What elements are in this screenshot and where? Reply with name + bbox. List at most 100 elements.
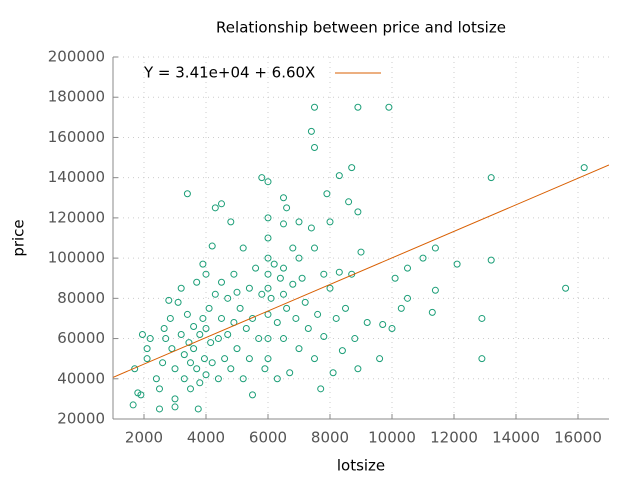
point bbox=[351, 335, 359, 343]
point bbox=[245, 284, 253, 292]
point bbox=[214, 335, 222, 343]
point bbox=[202, 325, 210, 332]
point bbox=[211, 290, 219, 298]
point bbox=[307, 224, 315, 232]
point bbox=[298, 274, 306, 282]
point bbox=[283, 304, 291, 312]
point bbox=[227, 365, 235, 373]
point bbox=[404, 264, 411, 272]
y-tick-label: 160000 bbox=[48, 128, 105, 146]
point bbox=[267, 294, 275, 302]
point bbox=[264, 270, 272, 278]
point bbox=[354, 365, 362, 373]
y-tick-label: 40000 bbox=[57, 369, 105, 387]
point bbox=[245, 355, 253, 363]
x-tick-label: 10000 bbox=[368, 429, 416, 447]
y-tick-label: 100000 bbox=[48, 249, 105, 267]
point bbox=[218, 314, 225, 322]
point bbox=[152, 375, 160, 383]
point bbox=[255, 335, 263, 343]
point bbox=[165, 296, 173, 304]
point bbox=[264, 254, 272, 262]
point bbox=[193, 278, 201, 286]
point bbox=[348, 164, 356, 172]
point bbox=[562, 284, 570, 292]
point bbox=[357, 248, 365, 256]
point bbox=[233, 345, 241, 353]
point bbox=[376, 355, 384, 363]
legend-label: Y = 3.41e+04 + 6.60X bbox=[143, 64, 315, 82]
y-tick-label: 60000 bbox=[57, 329, 105, 347]
y-tick-label: 140000 bbox=[48, 168, 105, 186]
point bbox=[156, 385, 163, 393]
point bbox=[196, 379, 204, 387]
point bbox=[183, 190, 191, 198]
point bbox=[311, 244, 318, 252]
point bbox=[205, 304, 213, 312]
point bbox=[137, 391, 145, 399]
point bbox=[177, 284, 185, 292]
point bbox=[397, 304, 405, 312]
point bbox=[162, 335, 170, 343]
point bbox=[264, 214, 272, 222]
point bbox=[289, 280, 297, 288]
point bbox=[202, 371, 210, 379]
point bbox=[286, 369, 294, 377]
fit-line bbox=[113, 164, 609, 378]
x-tick-label: 16000 bbox=[554, 429, 602, 447]
point bbox=[326, 218, 334, 226]
point bbox=[431, 286, 439, 294]
point bbox=[295, 218, 303, 226]
point bbox=[280, 194, 287, 202]
point bbox=[156, 405, 163, 413]
point bbox=[428, 308, 436, 316]
point bbox=[171, 403, 179, 411]
point bbox=[129, 401, 137, 409]
point bbox=[354, 103, 362, 111]
point bbox=[242, 325, 250, 332]
point bbox=[180, 375, 188, 383]
point bbox=[143, 345, 151, 353]
point bbox=[224, 331, 232, 339]
point bbox=[138, 331, 146, 339]
y-tick-label: 80000 bbox=[57, 289, 105, 307]
x-tick-label: 14000 bbox=[492, 429, 540, 447]
point bbox=[270, 260, 278, 268]
point bbox=[233, 288, 241, 296]
grid bbox=[113, 56, 609, 420]
point bbox=[431, 244, 439, 252]
point bbox=[320, 333, 328, 341]
point bbox=[227, 218, 235, 226]
y-tick-label: 200000 bbox=[48, 48, 105, 66]
point bbox=[166, 314, 174, 322]
x-tick-label: 12000 bbox=[430, 429, 478, 447]
point bbox=[221, 355, 229, 363]
x-tick-label: 6000 bbox=[249, 429, 287, 447]
point bbox=[146, 335, 154, 343]
point bbox=[208, 242, 216, 250]
point bbox=[342, 304, 349, 312]
point bbox=[207, 339, 215, 347]
point bbox=[131, 365, 139, 373]
point bbox=[183, 310, 191, 318]
point bbox=[218, 278, 225, 286]
point bbox=[280, 335, 287, 343]
point bbox=[208, 359, 216, 367]
point bbox=[311, 144, 318, 151]
point bbox=[185, 339, 193, 347]
point bbox=[487, 256, 495, 264]
point bbox=[187, 385, 194, 393]
point bbox=[338, 347, 346, 355]
point bbox=[283, 204, 291, 212]
point bbox=[249, 391, 256, 399]
point bbox=[280, 290, 287, 298]
point bbox=[314, 310, 322, 318]
point bbox=[311, 355, 318, 363]
x-tick-label: 8000 bbox=[311, 429, 349, 447]
point bbox=[171, 395, 179, 403]
y-tick-label: 120000 bbox=[48, 208, 105, 226]
point bbox=[264, 335, 272, 343]
point bbox=[190, 322, 198, 330]
point bbox=[276, 274, 284, 282]
